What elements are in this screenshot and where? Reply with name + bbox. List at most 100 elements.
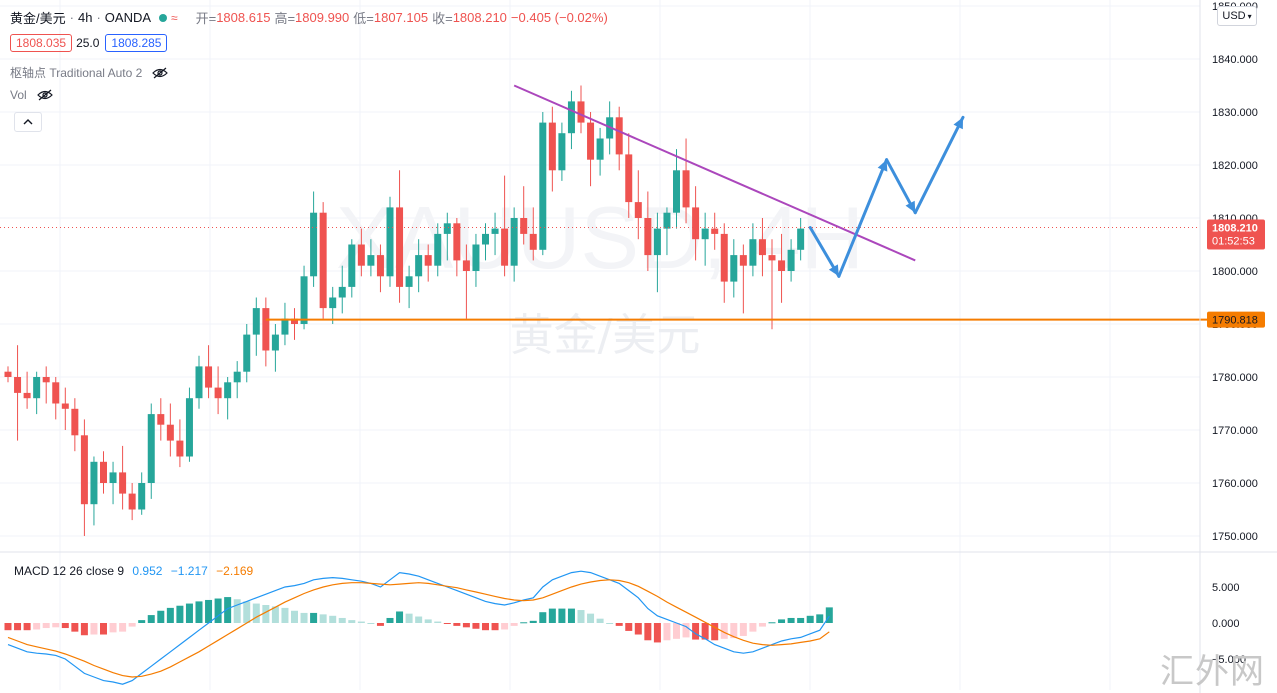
symbol-name[interactable]: 黄金/美元 xyxy=(10,11,66,26)
hidden-eye-icon[interactable] xyxy=(36,89,53,101)
pivots-legend[interactable]: 枢轴点 Traditional Auto 2 xyxy=(10,64,169,81)
macd-histogram-bar xyxy=(52,623,60,628)
candle-body xyxy=(539,122,547,250)
candle-body xyxy=(252,308,260,335)
macd-histogram-bar xyxy=(224,597,232,623)
candle-body xyxy=(61,403,69,409)
macd-histogram-bar xyxy=(558,608,566,623)
open-label: 开= xyxy=(195,11,217,26)
macd-histogram-bar xyxy=(491,623,499,631)
ask-box[interactable]: 1808.285 xyxy=(105,34,168,52)
macd-tick-label: 0.000 xyxy=(1212,618,1240,630)
candle-body xyxy=(205,366,213,388)
macd-line xyxy=(7,570,830,685)
candle-body xyxy=(749,239,757,266)
macd-histogram-bar xyxy=(252,603,260,623)
candle-body xyxy=(424,255,432,266)
high-value: 1809.990 xyxy=(295,10,350,25)
candle-body xyxy=(491,228,499,234)
price-tick-label: 1830.000 xyxy=(1212,107,1258,119)
macd-histogram-bar xyxy=(348,620,356,623)
macd-histogram-bar xyxy=(243,601,251,623)
macd-histogram-bar xyxy=(462,623,470,628)
candle-body xyxy=(166,424,174,441)
site-watermark: 汇外网 xyxy=(1160,652,1265,692)
vol-label: Vol xyxy=(10,88,27,102)
interval[interactable]: 4h xyxy=(77,10,93,25)
macd-histogram-bar xyxy=(768,622,776,624)
candle-body xyxy=(71,408,79,436)
last-price-badge xyxy=(1207,219,1265,250)
hidden-eye-icon[interactable] xyxy=(152,67,169,79)
candle-body xyxy=(348,244,356,287)
macd-histogram-bar xyxy=(396,611,404,623)
collapse-legend-button[interactable] xyxy=(14,112,42,132)
spread-value: 25.0 xyxy=(76,36,100,50)
close-label: 收= xyxy=(432,11,453,26)
candle-body xyxy=(720,233,728,282)
change-value: −0.405 (−0.02%) xyxy=(510,10,608,25)
candle-body xyxy=(147,414,155,483)
price-tick-label: 1760.000 xyxy=(1212,478,1258,490)
candle-body xyxy=(23,392,31,399)
macd-histogram-bar xyxy=(701,623,709,640)
vol-legend[interactable]: Vol xyxy=(10,88,53,102)
macd-histogram-bar xyxy=(653,623,661,643)
candle-body xyxy=(501,228,509,266)
price-tick-label: 1800.000 xyxy=(1212,266,1258,278)
countdown-label: 01:52:53 xyxy=(1212,235,1255,247)
candle-body xyxy=(596,138,604,160)
macd-histogram-bar xyxy=(434,621,442,623)
candle-body xyxy=(33,377,41,399)
close-value: 1808.210 xyxy=(452,10,507,25)
macd-histogram-bar xyxy=(90,623,98,635)
macd-histogram-bar xyxy=(338,617,346,623)
chevron-up-icon xyxy=(23,119,33,125)
projection-arrowhead xyxy=(877,159,888,172)
candle-body xyxy=(787,249,795,271)
macd-histogram-bar xyxy=(806,615,814,623)
price-tick-label: 1820.000 xyxy=(1212,160,1258,172)
currency-selector[interactable]: USD ▾ xyxy=(1217,6,1257,26)
candle-body xyxy=(119,472,127,494)
support-level-label: 1790.818 xyxy=(1212,315,1258,327)
macd-tick-label: 5.000 xyxy=(1212,582,1240,594)
macd-histogram-bar xyxy=(778,619,786,623)
macd-histogram-bar xyxy=(692,623,700,640)
candle-body xyxy=(405,276,413,287)
macd-histogram-bar xyxy=(682,623,690,638)
candle-body xyxy=(243,334,251,372)
price-tick-label: 1770.000 xyxy=(1212,425,1258,437)
price-tick-label: 1750.000 xyxy=(1212,531,1258,543)
macd-histogram-bar xyxy=(711,623,719,641)
macd-histogram-bar xyxy=(472,623,480,629)
candle-body xyxy=(338,286,346,298)
macd-histogram-bar xyxy=(205,599,213,623)
candle-body xyxy=(472,244,480,271)
macd-histogram-bar xyxy=(214,598,222,623)
candle-body xyxy=(100,461,107,483)
macd-histogram-bar xyxy=(758,623,766,627)
macd-histogram-bar xyxy=(501,623,509,630)
macd-histogram-bar xyxy=(357,621,365,623)
candle-body xyxy=(185,398,193,457)
resistance-trendline xyxy=(513,84,916,262)
macd-histogram-bar xyxy=(176,605,184,623)
macd-legend[interactable]: MACD 12 26 close 9 0.952 −1.217 −2.169 xyxy=(14,564,258,578)
macd-histogram-bar xyxy=(634,623,642,635)
candle-body xyxy=(329,297,337,309)
candle-body xyxy=(128,493,136,510)
candle-body xyxy=(224,382,232,399)
candle-body xyxy=(768,255,776,261)
macd-histogram-bar xyxy=(415,616,423,623)
candle-body xyxy=(567,101,575,134)
macd-histogram-bar xyxy=(14,623,22,631)
macd-histogram-bar xyxy=(539,612,547,623)
bid-box[interactable]: 1808.035 xyxy=(10,34,73,52)
candle-body xyxy=(357,244,365,266)
macd-histogram-bar xyxy=(109,623,117,633)
macd-histogram-bar xyxy=(529,620,537,623)
macd-histogram-bar xyxy=(577,610,585,623)
exchange: OANDA xyxy=(104,10,152,25)
